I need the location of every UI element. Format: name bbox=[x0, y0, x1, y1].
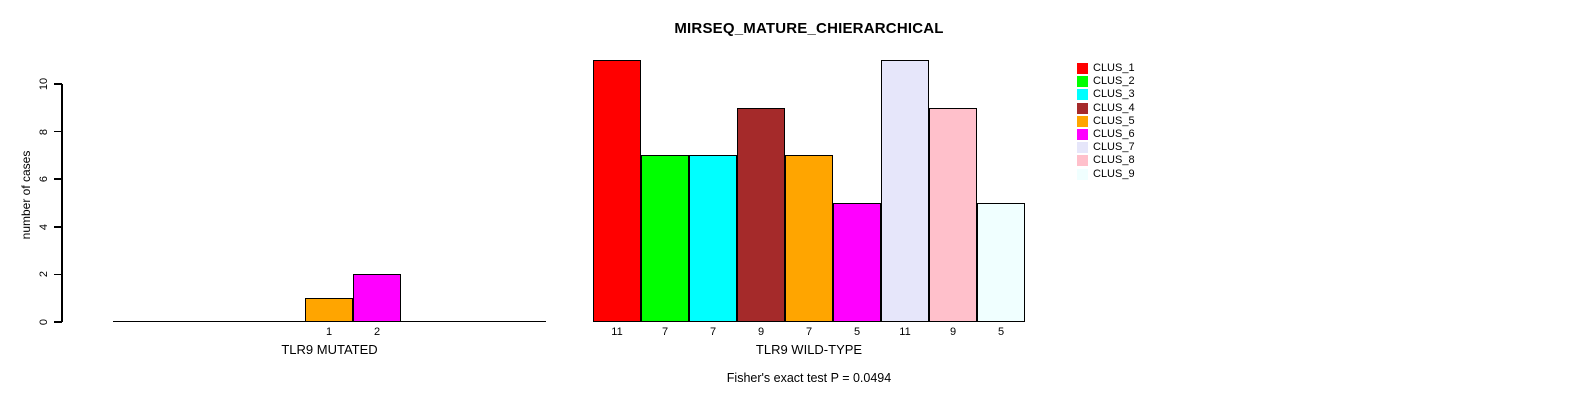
bar-value-label: 9 bbox=[949, 326, 957, 338]
bar-value-label: 5 bbox=[997, 326, 1005, 338]
y-axis-label: number of cases bbox=[19, 150, 33, 240]
legend-item-clus_6: CLUS_6 bbox=[1077, 128, 1135, 141]
legend-swatch-clus_3 bbox=[1077, 89, 1088, 101]
bar-value-label: 7 bbox=[709, 326, 717, 338]
bar-value-label: 11 bbox=[899, 326, 911, 338]
bar-value-label: 1 bbox=[325, 326, 333, 338]
bar-value-label: 7 bbox=[661, 326, 669, 338]
legend-label: CLUS_8 bbox=[1093, 154, 1135, 167]
y-tick-mark bbox=[54, 83, 62, 85]
x-axis-label-wildtype: TLR9 WILD-TYPE bbox=[755, 342, 863, 357]
legend-item-clus_2: CLUS_2 bbox=[1077, 75, 1135, 88]
bar-clus_6 bbox=[353, 274, 401, 322]
y-axis-line bbox=[61, 84, 63, 322]
y-tick-label: 8 bbox=[38, 128, 50, 135]
bar-value-label: 7 bbox=[805, 326, 813, 338]
legend-swatch-clus_1 bbox=[1077, 63, 1088, 75]
legend-swatch-clus_6 bbox=[1077, 129, 1088, 141]
bar-clus_5 bbox=[785, 155, 833, 322]
y-tick-label: 6 bbox=[38, 176, 50, 183]
y-tick-label: 10 bbox=[38, 77, 50, 91]
legend-swatch-clus_2 bbox=[1077, 76, 1088, 88]
legend-swatch-clus_4 bbox=[1077, 102, 1088, 114]
y-tick-mark bbox=[54, 130, 62, 133]
legend-swatch-clus_8 bbox=[1077, 155, 1088, 167]
legend: CLUS_1 CLUS_2 CLUS_3 CLUS_4 CLUS_5 CLUS_6 CLUS… bbox=[1077, 62, 1135, 181]
legend-swatch-clus_5 bbox=[1077, 115, 1088, 127]
bar-value-label: 2 bbox=[373, 326, 381, 338]
y-tick-mark bbox=[54, 273, 62, 276]
bar-clus_8 bbox=[929, 107, 977, 322]
chart-title: MIRSEQ_MATURE_CHIERARCHICAL bbox=[674, 20, 944, 37]
y-tick-label: 2 bbox=[38, 271, 50, 278]
x-axis-label-mutated: TLR9 MUTATED bbox=[281, 342, 378, 357]
y-tick-mark bbox=[54, 226, 62, 228]
bar-clus_7 bbox=[881, 60, 929, 322]
legend-label: CLUS_5 bbox=[1093, 114, 1135, 127]
bar-value-label: 11 bbox=[611, 326, 623, 338]
bar-clus_2 bbox=[641, 155, 689, 322]
legend-item-clus_7: CLUS_7 bbox=[1077, 141, 1135, 154]
legend-item-clus_9: CLUS_9 bbox=[1077, 168, 1135, 181]
bar-value-label: 5 bbox=[853, 326, 861, 338]
legend-label: CLUS_6 bbox=[1093, 128, 1135, 141]
legend-item-clus_5: CLUS_5 bbox=[1077, 115, 1135, 128]
legend-item-clus_4: CLUS_4 bbox=[1077, 102, 1135, 115]
bar-value-label: 9 bbox=[757, 326, 765, 338]
legend-swatch-clus_7 bbox=[1077, 142, 1088, 154]
bar-clus_4 bbox=[737, 107, 785, 322]
y-tick-label: 0 bbox=[38, 318, 50, 326]
y-tick-mark bbox=[54, 321, 62, 323]
legend-label: CLUS_7 bbox=[1093, 141, 1135, 154]
bar-clus_6 bbox=[833, 203, 881, 322]
bar-clus_1 bbox=[593, 60, 641, 322]
bar-clus_9 bbox=[977, 203, 1025, 322]
legend-label: CLUS_4 bbox=[1093, 101, 1135, 114]
legend-label: CLUS_1 bbox=[1093, 62, 1135, 75]
legend-label: CLUS_9 bbox=[1093, 167, 1135, 180]
bar-clus_3 bbox=[689, 155, 737, 322]
y-tick-mark bbox=[54, 178, 62, 180]
legend-item-clus_1: CLUS_1 bbox=[1077, 62, 1135, 75]
legend-swatch-clus_9 bbox=[1077, 168, 1088, 180]
legend-item-clus_3: CLUS_3 bbox=[1077, 88, 1135, 101]
legend-item-clus_8: CLUS_8 bbox=[1077, 154, 1135, 167]
legend-label: CLUS_3 bbox=[1093, 88, 1135, 101]
y-tick-label: 4 bbox=[38, 223, 50, 230]
fisher-test-caption: Fisher's exact test P = 0.0494 bbox=[726, 371, 892, 385]
bar-clus_5 bbox=[305, 298, 353, 322]
legend-label: CLUS_2 bbox=[1093, 75, 1135, 88]
